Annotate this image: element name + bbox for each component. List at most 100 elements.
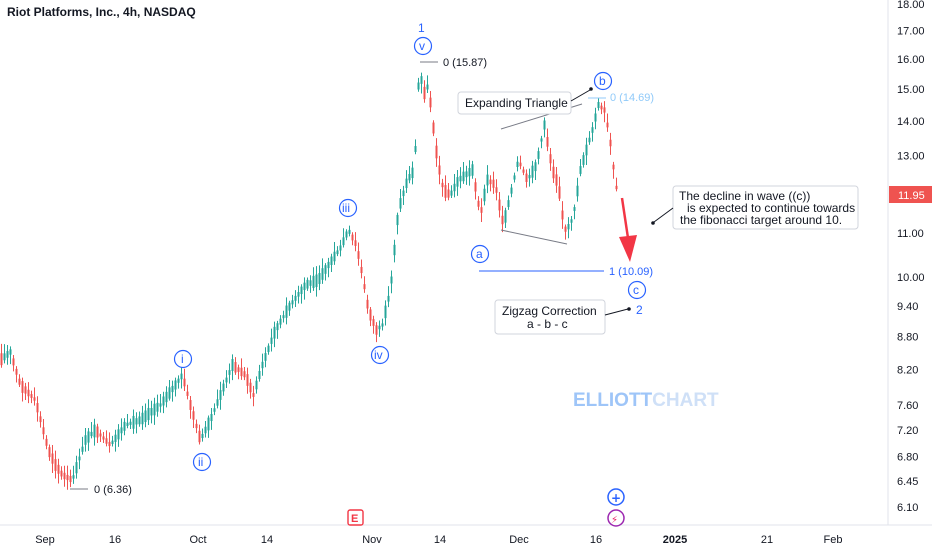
candle-body [378, 325, 381, 330]
candle-body [270, 337, 273, 344]
candle-body [390, 276, 393, 284]
svg-text:E: E [351, 513, 358, 525]
candle-body [297, 292, 300, 297]
candle-body [0, 353, 3, 366]
svg-text:b: b [599, 74, 606, 88]
candle-body [507, 200, 510, 208]
candle-body [531, 165, 534, 178]
svg-text:is expected to continue toward: is expected to continue towards [687, 201, 855, 215]
candle-body [75, 462, 78, 474]
candle-body [339, 245, 342, 251]
candle-body [108, 441, 111, 447]
candle-body [366, 299, 369, 309]
candle-body [234, 362, 237, 373]
candle-body [69, 475, 72, 483]
candle-body [363, 284, 366, 290]
y-tick-label: 8.80 [897, 332, 918, 344]
candle-body [51, 453, 54, 464]
x-tick-label: 14 [261, 534, 273, 546]
candle-body [558, 186, 561, 199]
candle-body [261, 361, 264, 369]
watermark-part2: CHART [652, 390, 719, 411]
candle-body [144, 410, 147, 423]
x-tick-label: 14 [434, 534, 446, 546]
candle-body [246, 374, 249, 386]
candle-body [180, 373, 183, 380]
candle-body [516, 161, 519, 168]
candle-body [441, 182, 444, 188]
candle-body [498, 199, 501, 211]
news-plus-icon[interactable]: + [607, 488, 625, 506]
candle-body [66, 474, 69, 481]
annotation-zigzag[interactable]: Zigzag Correction a - b - c [494, 299, 631, 335]
candle-body [177, 378, 180, 383]
y-tick-label: 7.60 [897, 400, 918, 412]
candle-body [300, 286, 303, 295]
candle-body [189, 400, 192, 410]
lightning-event-icon[interactable]: ⚡ [607, 509, 625, 527]
candle-body [582, 155, 585, 165]
candle-body [480, 207, 483, 213]
svg-text:ii: ii [198, 455, 203, 469]
candle-body [93, 424, 96, 438]
earnings-icon[interactable]: E [347, 509, 364, 526]
candle-body [225, 377, 228, 383]
candle-body [288, 302, 291, 311]
fib-label-14-69: 0 (14.69) [610, 92, 654, 104]
candle-body [384, 305, 387, 319]
candle-body [588, 137, 591, 143]
svg-text:the fibonacci target around 10: the fibonacci target around 10. [680, 213, 842, 227]
wave-label-i: i [173, 349, 193, 369]
wave-label-b: b [593, 71, 613, 91]
candle-body [579, 166, 582, 174]
candle-body [471, 164, 474, 176]
svg-text:The decline in wave ((c)): The decline in wave ((c)) [679, 189, 810, 203]
candle-body [330, 256, 333, 265]
candle-body [42, 427, 45, 435]
candle-body [27, 389, 30, 397]
candle-body [453, 183, 456, 192]
candle-body [495, 187, 498, 193]
candle-body [9, 349, 12, 355]
candle-body [381, 323, 384, 327]
candle-body [447, 189, 450, 198]
candle-body [351, 234, 354, 241]
candle-body [414, 146, 417, 152]
candle-body [96, 426, 99, 438]
candle-body [279, 318, 282, 325]
candle-body [501, 215, 504, 225]
y-tick-label: 8.20 [897, 364, 918, 376]
candle-body [456, 177, 459, 187]
wave-label-v: v [413, 36, 433, 56]
candle-body [399, 198, 402, 209]
candle-body [120, 427, 123, 434]
annotation-decline[interactable]: The decline in wave ((c)) is expected to… [651, 185, 859, 230]
candle-body [489, 179, 492, 185]
candle-body [57, 464, 60, 474]
candle-body [162, 396, 165, 406]
candle-body [78, 456, 81, 461]
candle-body [567, 224, 570, 230]
chart-title: Riot Platforms, Inc., 4h, NASDAQ [7, 5, 196, 19]
candle-body [267, 345, 270, 353]
candle-body [396, 214, 399, 226]
candle-body [252, 393, 255, 397]
candle-body [591, 127, 594, 133]
candle-body [312, 275, 315, 288]
annotation-expanding-triangle[interactable]: Expanding Triangle [457, 87, 593, 115]
candle-body [324, 265, 327, 274]
candle-body [576, 185, 579, 197]
fib-label-10-09: 1 (10.09) [609, 266, 653, 278]
candle-body [159, 403, 162, 407]
candle-body [387, 295, 390, 302]
candle-body [504, 210, 507, 223]
candle-body [21, 381, 24, 393]
candle-body [291, 300, 294, 305]
wave-label-iv: iv [370, 345, 390, 365]
candle-body [570, 219, 573, 223]
candle-body [195, 423, 198, 429]
candles-layer [0, 72, 618, 490]
svg-text:iv: iv [374, 348, 383, 362]
